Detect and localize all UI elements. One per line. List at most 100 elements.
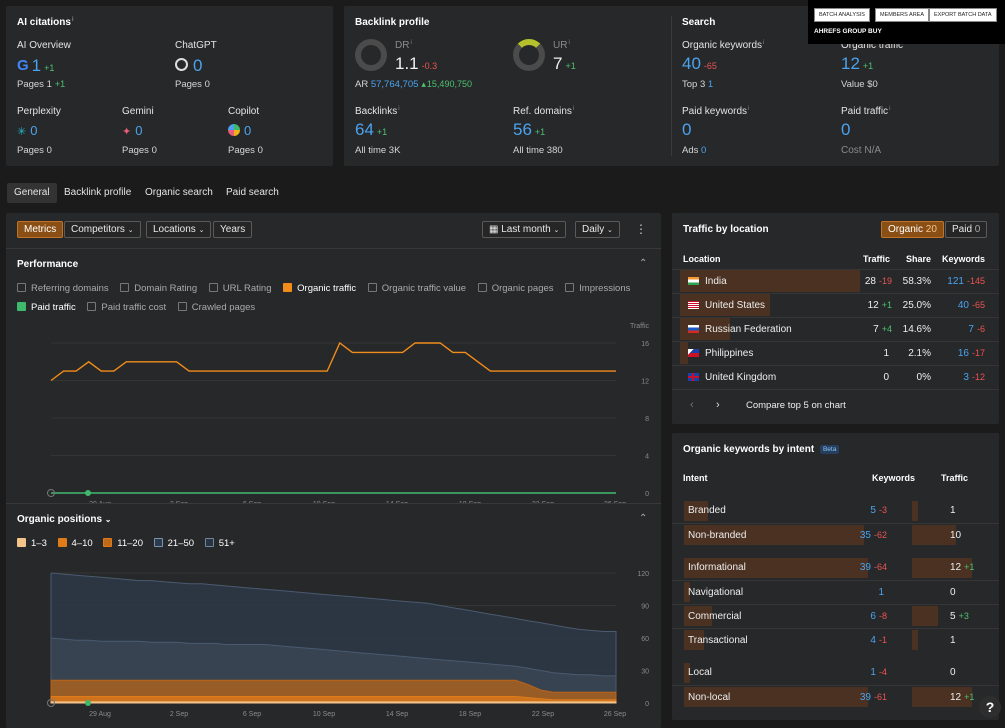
checkbox-domain-rating[interactable]: Domain Rating (120, 283, 197, 294)
chevron-down-icon: ⌄ (553, 227, 560, 234)
tab-general[interactable]: General (7, 183, 57, 203)
next-arrow-icon[interactable]: › (716, 399, 720, 411)
tab-backlink-profile[interactable]: Backlink profile (64, 187, 132, 198)
checkbox-paid-traffic-cost[interactable]: Paid traffic cost (87, 302, 166, 313)
table-row[interactable]: Informational 39 -64 12 +1 (672, 556, 999, 580)
checkbox-pos-1-3[interactable]: 1–3 (17, 538, 47, 549)
metrics-button[interactable]: Metrics (17, 221, 64, 238)
checkbox-organic-traffic[interactable]: Organic traffic (283, 283, 356, 294)
checkbox-crawled-pages[interactable]: Crawled pages (177, 302, 255, 313)
intent-name: Branded (688, 505, 726, 516)
chatgpt-value[interactable]: 0 (175, 56, 202, 76)
locations-button[interactable]: Locations ⌄ (146, 221, 212, 238)
checkbox-organic-pages[interactable]: Organic pages (477, 283, 554, 294)
paid-keywords-value[interactable]: 0 (682, 120, 692, 139)
organic-traffic-value[interactable]: 12 +1 (841, 54, 874, 73)
collapse-icon[interactable]: ⌃ (639, 258, 648, 269)
period-select[interactable]: ▦ Last month ⌄ (482, 221, 567, 238)
checkbox-impressions[interactable]: Impressions (565, 283, 630, 294)
more-menu-icon[interactable]: ⋮ (635, 222, 647, 236)
competitors-button[interactable]: Competitors ⌄ (64, 221, 141, 238)
location-table: India 28 -19 58.3% 121 -145 United States 12 +1 2… (672, 269, 999, 389)
table-row[interactable]: United States 12 +1 25.0% 40 -65 (672, 293, 999, 317)
interval-select[interactable]: Daily ⌄ (575, 221, 620, 238)
checkbox-referring-domains[interactable]: Referring domains (17, 283, 109, 294)
y-tick-label: 8 (645, 416, 649, 423)
table-row[interactable]: United Kingdom 0 0% 3 -12 (672, 365, 999, 389)
checkbox-pos-11-20[interactable]: 11–20 (103, 538, 143, 549)
ref-domains-value[interactable]: 56 +1 (513, 120, 546, 139)
positions-chart[interactable]: 0 30 60 90 120 29 Aug 2 Sep 6 Sep 10 Sep 14 Sep 18… (6, 558, 661, 723)
ur-value[interactable]: 7 +1 (553, 54, 576, 73)
checkbox-url-rating[interactable]: URL Rating (208, 283, 272, 294)
table-row[interactable]: Local 1 -4 0 (672, 661, 999, 685)
backlinks-alltime: All time 3K (355, 145, 401, 156)
years-button[interactable]: Years (213, 221, 253, 238)
table-row[interactable]: India 28 -19 58.3% 121 -145 (672, 269, 999, 293)
table-row[interactable]: Non-branded 35 -62 10 (672, 523, 999, 547)
table-row[interactable]: Branded 5 -3 1 (672, 499, 999, 523)
location-keywords[interactable]: 40 -65 (957, 300, 985, 311)
dr-value[interactable]: 1.1 -0.3 (395, 54, 438, 73)
x-tick-label: 22 Sep (532, 711, 554, 718)
traffic-share-bar (912, 687, 972, 707)
organic-positions-title[interactable]: Organic positions ⌄ (17, 514, 112, 525)
organic-keywords-value[interactable]: 40 -65 (682, 54, 717, 73)
intent-keywords[interactable]: 39 -61 (859, 692, 887, 703)
export-batch-data-button[interactable]: EXPORT BATCH DATA (929, 8, 997, 22)
intent-traffic: 1 (950, 635, 956, 646)
gemini-icon: ✦ (122, 126, 132, 138)
collapse-icon[interactable]: ⌃ (639, 513, 648, 524)
location-name: India (705, 276, 727, 287)
intent-keywords[interactable]: 5 -3 (870, 505, 887, 516)
table-row[interactable]: Non-local 39 -61 12 +1 (672, 685, 999, 709)
performance-chart[interactable]: Traffic 0 4 8 12 16 29 Aug 2 Sep 6 Sep 10 Sep 14 S… (6, 318, 661, 503)
table-row[interactable]: Transactional 4 -1 1 (672, 628, 999, 652)
location-keywords[interactable]: 7 -6 (968, 324, 985, 335)
backlinks-value[interactable]: 64 +1 (355, 120, 388, 139)
intent-keywords[interactable]: 1 -4 (870, 667, 887, 678)
ur-donut-icon (513, 39, 545, 71)
location-keywords[interactable]: 121 -145 (947, 276, 985, 287)
col-keywords: Keywords (942, 254, 986, 264)
intent-keywords[interactable]: 4 -1 (870, 635, 887, 646)
x-tick-label: 26 Sep (604, 711, 626, 718)
compare-top5-link[interactable]: Compare top 5 on chart (746, 400, 846, 411)
batch-analysis-button[interactable]: BATCH ANALYSIS (814, 8, 870, 22)
checkbox-pos-21-50[interactable]: 21–50 (153, 538, 194, 549)
checkbox-pos-51-plus[interactable]: 51+ (204, 538, 235, 549)
gemini-value[interactable]: ✦ 0 (122, 123, 143, 138)
checkbox-organic-traffic-value[interactable]: Organic traffic value (367, 283, 466, 294)
intent-keywords[interactable]: 35 -62 (859, 530, 887, 541)
table-row[interactable]: Russian Federation 7 +4 14.6% 7 -6 (672, 317, 999, 341)
prev-arrow-icon[interactable]: ‹ (690, 399, 694, 411)
members-area-button[interactable]: MEMBERS AREA (875, 8, 930, 22)
table-row[interactable]: Commercial 6 -8 5 +3 (672, 604, 999, 628)
location-traffic: 28 -19 (864, 276, 892, 287)
paid-traffic-value[interactable]: 0 (841, 120, 851, 139)
checkbox-paid-traffic[interactable]: Paid traffic (17, 302, 76, 313)
table-row[interactable]: Navigational 1 0 (672, 580, 999, 604)
tab-paid-search[interactable]: Paid search (226, 187, 279, 198)
philippines-flag-icon (688, 349, 699, 357)
copilot-value[interactable]: 0 (228, 123, 251, 138)
table-row[interactable]: Philippines 1 2.1% 16 -17 (672, 341, 999, 365)
y-tick-label: 0 (645, 491, 649, 498)
location-keywords[interactable]: 16 -17 (957, 348, 985, 359)
organic-toggle[interactable]: Organic 20 (881, 221, 944, 238)
intent-keywords[interactable]: 6 -8 (870, 611, 887, 622)
checkbox-pos-4-10[interactable]: 4–10 (57, 538, 93, 549)
col-traffic: Traffic (863, 254, 891, 264)
paid-toggle[interactable]: Paid 0 (945, 221, 988, 238)
y-tick-label: 0 (645, 701, 649, 708)
paid-keywords-label: Paid keywordsi (682, 106, 750, 117)
location-keywords[interactable]: 3 -12 (963, 372, 985, 383)
traffic-share-bar (912, 558, 972, 578)
ref-domains-label: Ref. domainsi (513, 106, 575, 117)
perplexity-value[interactable]: ✳ 0 (17, 123, 38, 138)
intent-keywords[interactable]: 1 (878, 587, 884, 598)
intent-keywords[interactable]: 39 -64 (859, 562, 887, 573)
tab-organic-search[interactable]: Organic search (145, 187, 213, 198)
ai-overview-value[interactable]: G 1 +1 (17, 56, 55, 75)
help-button[interactable]: ? (979, 696, 1001, 718)
